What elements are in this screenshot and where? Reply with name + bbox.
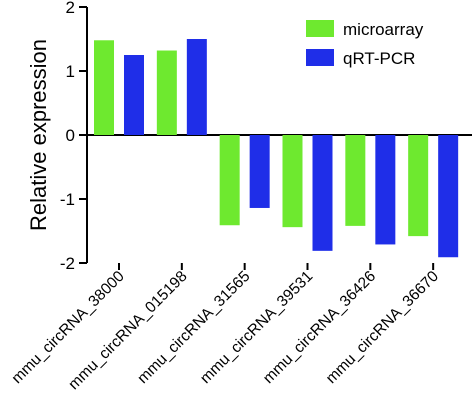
bar: [94, 40, 114, 135]
y-axis-ticks: 2 1 0 -1 -2: [60, 0, 87, 273]
x-category-label: mmu_circRNA_36426: [260, 268, 379, 387]
y-tick-label: -2: [60, 254, 75, 273]
x-category-label: mmu_circRNA_38000: [9, 268, 128, 387]
y-axis-title: Relative expression: [26, 39, 51, 231]
bar: [124, 55, 144, 135]
x-category-label: mmu_circRNA_31565: [134, 268, 253, 387]
legend-label: qRT-PCR: [343, 49, 415, 68]
x-category-label: mmu_circRNA_36670: [323, 268, 442, 387]
bar: [438, 135, 459, 258]
legend: microarray qRT-PCR: [306, 20, 424, 68]
bar: [282, 135, 303, 228]
y-tick-label: -1: [60, 190, 75, 209]
y-tick-label: 0: [66, 126, 75, 145]
x-category-label: mmu_circRNA_39531: [197, 268, 316, 387]
bar: [312, 135, 333, 251]
bar: [345, 135, 366, 226]
legend-label: microarray: [343, 20, 424, 39]
bar: [219, 135, 240, 226]
x-axis-category-labels: mmu_circRNA_38000mmu_circRNA_015198mmu_c…: [9, 268, 443, 394]
bars: [94, 39, 459, 258]
bar: [375, 135, 396, 245]
y-tick-label: 2: [66, 0, 75, 17]
bar: [249, 135, 270, 208]
bar: [186, 39, 207, 135]
y-tick-label: 1: [66, 62, 75, 81]
x-category-label: mmu_circRNA_015198: [65, 268, 190, 393]
legend-swatch: [306, 20, 334, 37]
bar: [408, 135, 429, 237]
bar: [156, 50, 177, 135]
legend-swatch: [306, 49, 334, 66]
